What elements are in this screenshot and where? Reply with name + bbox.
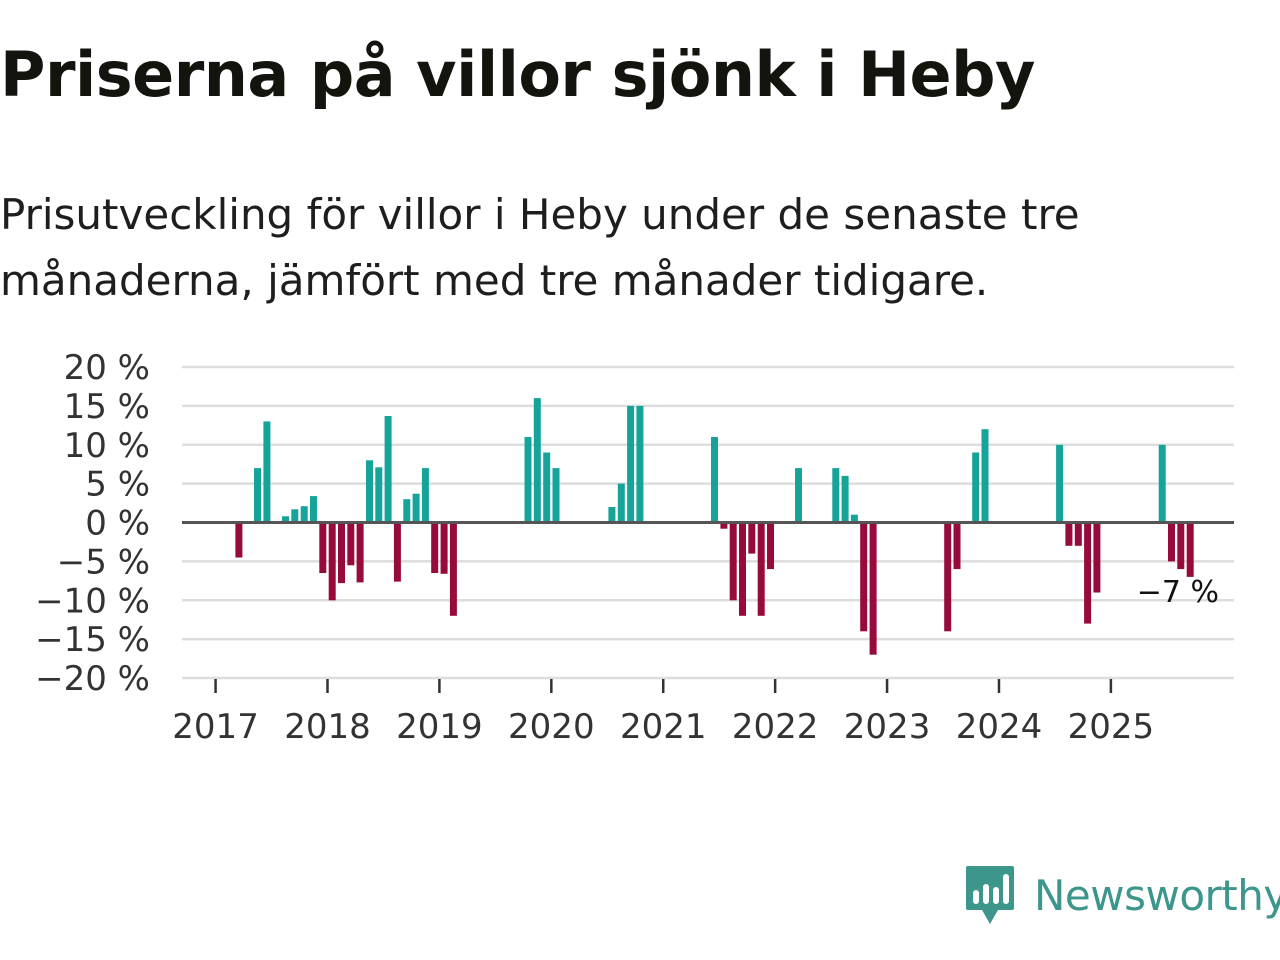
bar xyxy=(375,467,383,523)
y-tick-label: 20 % xyxy=(64,348,150,388)
bar xyxy=(356,522,364,583)
bar xyxy=(338,522,345,584)
bar xyxy=(533,398,541,523)
newsworthy-logo-icon xyxy=(966,866,1014,924)
y-axis-labels: 20 %15 %10 %5 %0 %−5 %−10 %−15 %−20 % xyxy=(35,348,150,699)
bar xyxy=(254,468,261,523)
bar xyxy=(795,468,802,523)
bar-chart: 20 %15 %10 %5 %0 %−5 %−10 %−15 %−20 % 20… xyxy=(35,348,1234,747)
bar xyxy=(608,507,616,523)
bar xyxy=(1158,444,1166,523)
bar xyxy=(869,522,877,655)
y-tick-label: 15 % xyxy=(64,387,150,427)
bar xyxy=(981,429,989,523)
x-tick-label: 2024 xyxy=(956,707,1043,747)
x-axis: 2017 2018 2019 2020 2021 2022 2023 2024 2025 xyxy=(172,679,1154,747)
bar xyxy=(235,522,243,558)
bar xyxy=(310,496,317,523)
bar xyxy=(832,468,840,523)
x-tick-label: 2025 xyxy=(1068,707,1155,747)
bar xyxy=(1056,444,1064,523)
bar xyxy=(767,522,774,570)
bar xyxy=(319,522,327,573)
bar xyxy=(944,522,952,632)
bar xyxy=(1065,522,1073,546)
bar xyxy=(449,522,457,616)
x-tick-label: 2020 xyxy=(508,707,595,747)
bar xyxy=(431,522,439,573)
x-tick-label: 2019 xyxy=(396,707,483,747)
bar xyxy=(953,522,961,570)
bar xyxy=(403,499,411,523)
bar xyxy=(636,405,644,523)
bar xyxy=(1186,522,1194,577)
bar xyxy=(328,522,336,601)
bar xyxy=(282,516,289,523)
bar xyxy=(972,452,980,523)
bar xyxy=(757,522,765,616)
y-tick-label: 5 % xyxy=(85,465,150,505)
bar xyxy=(1084,522,1092,624)
newsworthy-logo: Newsworthy xyxy=(964,864,1280,926)
bar xyxy=(841,475,849,523)
chart-subtitle: Prisutveckling för villor i Heby under d… xyxy=(0,190,1080,305)
bar xyxy=(850,514,858,523)
newsworthy-logo-text: Newsworthy xyxy=(1034,870,1280,920)
bar xyxy=(748,522,756,554)
bar xyxy=(412,493,420,523)
y-tick-label: 10 % xyxy=(64,426,150,466)
annotations: −7 % xyxy=(1137,575,1219,610)
y-tick-label: −20 % xyxy=(35,659,150,699)
bar xyxy=(1074,522,1082,546)
bar xyxy=(617,483,625,523)
bar xyxy=(347,522,355,566)
bar xyxy=(739,522,746,616)
chart-title: Priserna på villor sjönk i Heby xyxy=(0,38,1035,111)
bar xyxy=(860,522,868,632)
x-tick-label: 2022 xyxy=(732,707,819,747)
bar xyxy=(711,437,718,523)
bar xyxy=(393,522,401,582)
last-value-label: −7 % xyxy=(1137,575,1219,610)
bar xyxy=(1168,522,1175,562)
bar xyxy=(366,460,373,523)
bar xyxy=(729,522,737,601)
y-tick-label: 0 % xyxy=(85,504,150,544)
y-tick-label: −10 % xyxy=(35,581,150,621)
x-tick-label: 2017 xyxy=(172,707,259,747)
bar xyxy=(524,437,532,523)
bar xyxy=(552,468,560,523)
x-tick-label: 2021 xyxy=(620,707,707,747)
bar xyxy=(720,522,728,529)
x-tick-label: 2018 xyxy=(284,707,371,747)
bar xyxy=(543,452,551,523)
bar xyxy=(291,509,299,523)
y-tick-label: −15 % xyxy=(35,620,150,660)
y-tick-label: −5 % xyxy=(57,542,150,582)
bar xyxy=(1093,522,1101,593)
bar xyxy=(440,522,448,574)
bars xyxy=(235,398,1194,655)
bar xyxy=(421,468,429,523)
bar xyxy=(627,405,635,523)
bar xyxy=(384,416,392,523)
bar xyxy=(1177,522,1185,570)
bar xyxy=(263,421,271,523)
x-tick-label: 2023 xyxy=(844,707,931,747)
bar xyxy=(300,506,308,523)
